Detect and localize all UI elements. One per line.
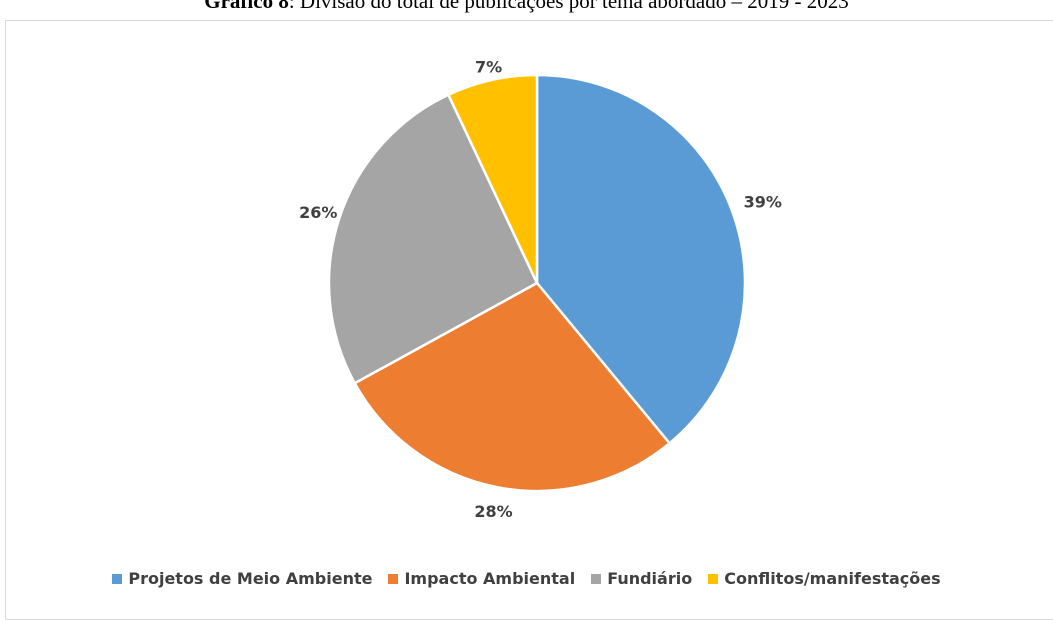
legend-label: Fundiário <box>607 569 693 588</box>
caption-label: Gráfico 8 <box>204 0 289 13</box>
pie-slice-projetos-de-meio-ambiente <box>535 73 747 445</box>
legend-item-fundiario: Fundiário <box>591 569 692 588</box>
legend-item-impacto-ambiental: Impacto Ambiental <box>388 569 575 588</box>
legend-swatch <box>112 573 123 584</box>
legend-item-projetos-de-meio-ambiente: Projetos de Meio Ambiente <box>112 569 372 588</box>
legend-label: Projetos de Meio Ambiente <box>128 569 373 588</box>
caption-text: : Divisão do total de publicações por te… <box>288 0 849 13</box>
legend-label: Conflitos/manifestações <box>724 569 941 588</box>
legend-item-conflitos-manifestacoes: Conflitos/manifestações <box>708 569 941 588</box>
pie-slice-fundiario <box>327 93 539 385</box>
chart-caption: Gráfico 8: Divisão do total de publicaçõ… <box>0 0 1053 14</box>
data-label-fundiario: 26% <box>299 203 337 222</box>
legend-swatch <box>591 573 602 584</box>
data-label-conflitos-manifestacoes: 7% <box>475 57 502 76</box>
chart-legend: Projetos de Meio Ambiente Impacto Ambient… <box>0 569 1053 588</box>
pie-slice-conflitos-manifestacoes <box>447 73 539 285</box>
data-label-projetos-de-meio-ambiente: 39% <box>744 193 782 212</box>
legend-label: Impacto Ambiental <box>404 569 576 588</box>
pie-slice-impacto-ambiental <box>353 281 671 493</box>
legend-swatch <box>388 573 399 584</box>
legend-swatch <box>708 573 719 584</box>
data-label-impacto-ambiental: 28% <box>474 502 512 521</box>
